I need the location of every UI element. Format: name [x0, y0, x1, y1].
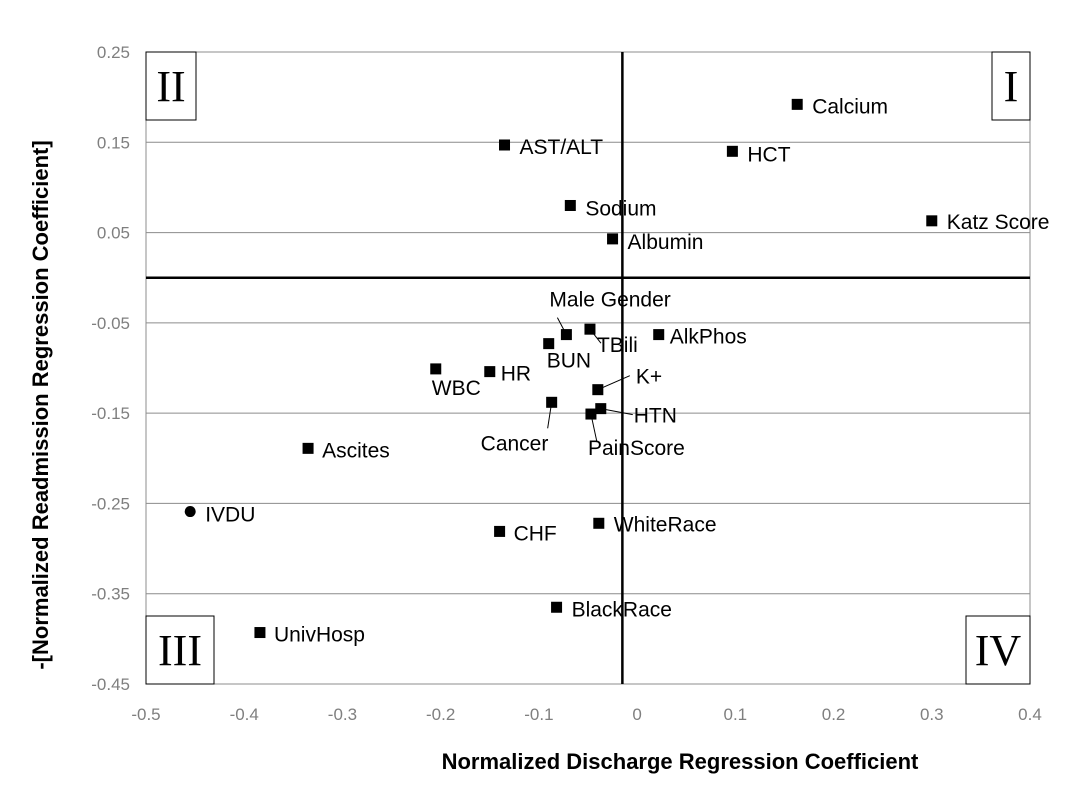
point-ascites [302, 442, 314, 454]
label-albumin: Albumin [628, 231, 704, 254]
quadrant-box [145, 615, 215, 685]
point-whiterace [593, 517, 605, 529]
y-tick-label: 0.05 [97, 224, 130, 243]
point-alkphos [653, 329, 665, 341]
label-alkphos: AlkPhos [670, 326, 747, 349]
data-points [184, 98, 938, 639]
quadrant-box [991, 51, 1031, 121]
x-tick-label: 0.3 [920, 705, 944, 724]
point-painscore [585, 408, 597, 420]
plot-area-frame [145, 51, 1031, 685]
data-labels: Calcium AST/ALT HCT Sodium Katz Score Albumin… [205, 95, 1049, 646]
x-tick-label: -0.3 [328, 705, 357, 724]
x-tick-label: 0.1 [724, 705, 748, 724]
label-cancer: Cancer [481, 432, 549, 455]
x-tick-label: 0 [632, 705, 641, 724]
point-ast-alt [499, 139, 511, 151]
quadrant-box [965, 615, 1031, 685]
point-albumin [607, 233, 619, 245]
point-tbili [584, 323, 596, 335]
label-htn: HTN [634, 405, 677, 428]
point-k [592, 384, 604, 396]
point-calcium [791, 98, 803, 110]
label-sodium: Sodium [585, 197, 656, 220]
label-tbili: TBili [597, 334, 638, 357]
quadrant-iv: IV [965, 615, 1031, 685]
point-hct [726, 145, 738, 157]
quadrant-box [145, 51, 197, 121]
x-tick-label: -0.4 [230, 705, 259, 724]
x-tick-label: 0.4 [1018, 705, 1042, 724]
y-tick-label: -0.15 [91, 404, 130, 423]
quadrant-ii: II [145, 51, 197, 121]
y-tick-label: -0.25 [91, 494, 130, 513]
point-male-gender [560, 329, 572, 341]
label-ast-alt: AST/ALT [520, 136, 604, 159]
quadrant-label: II [156, 62, 185, 111]
label-ivdu: IVDU [205, 504, 255, 527]
point-univhosp [254, 627, 266, 639]
x-axis-ticks: -0.5 -0.4 -0.3 -0.2 -0.1 0 0.1 0.2 0.3 0.4 [131, 705, 1041, 724]
label-male-gender: Male Gender [549, 289, 670, 312]
quadrant-label: IV [975, 626, 1022, 675]
label-univhosp: UnivHosp [274, 624, 365, 647]
y-tick-label: 0.15 [97, 133, 130, 152]
point-bun [543, 338, 555, 350]
label-chf: CHF [514, 522, 557, 545]
quadrant-i: I [991, 51, 1031, 121]
point-sodium [564, 199, 576, 211]
point-blackrace [551, 601, 563, 613]
x-axis-title: Normalized Discharge Regression Coeffici… [442, 749, 919, 774]
label-ascites: Ascites [322, 439, 390, 462]
reference-lines [146, 52, 1030, 684]
label-calcium: Calcium [812, 95, 888, 118]
label-wbc: WBC [432, 377, 481, 400]
point-cancer [546, 396, 558, 408]
point-wbc [430, 363, 442, 375]
label-whiterace: WhiteRace [614, 513, 717, 536]
point-hr [484, 366, 496, 378]
point-chf [494, 525, 506, 537]
quadrant-label: I [1004, 62, 1019, 111]
x-tick-label: -0.2 [426, 705, 455, 724]
label-hr: HR [501, 363, 531, 386]
label-katz-score: Katz Score [947, 211, 1050, 234]
point-katz-score [926, 215, 938, 227]
y-tick-label: -0.35 [91, 585, 130, 604]
point-ivdu [184, 506, 196, 518]
x-tick-label: -0.5 [131, 705, 160, 724]
y-tick-label: -0.05 [91, 314, 130, 333]
y-axis-ticks: 0.25 0.15 0.05 -0.05 -0.15 -0.25 -0.35 -0.45 [91, 43, 130, 694]
quadrant-label: III [158, 626, 202, 675]
x-tick-label: 0.2 [822, 705, 846, 724]
y-tick-label: -0.45 [91, 675, 130, 694]
label-bun: BUN [547, 350, 591, 373]
point-htn [595, 403, 607, 415]
label-k: K+ [636, 366, 662, 389]
label-hct: HCT [747, 143, 790, 166]
label-blackrace: BlackRace [572, 598, 672, 621]
x-tick-label: -0.1 [524, 705, 553, 724]
y-tick-label: 0.25 [97, 43, 130, 62]
label-painscore: PainScore [588, 437, 685, 460]
y-axis-title: -[Normalized Readmission Regression Coef… [28, 140, 53, 669]
quadrant-iii: III [145, 615, 215, 685]
